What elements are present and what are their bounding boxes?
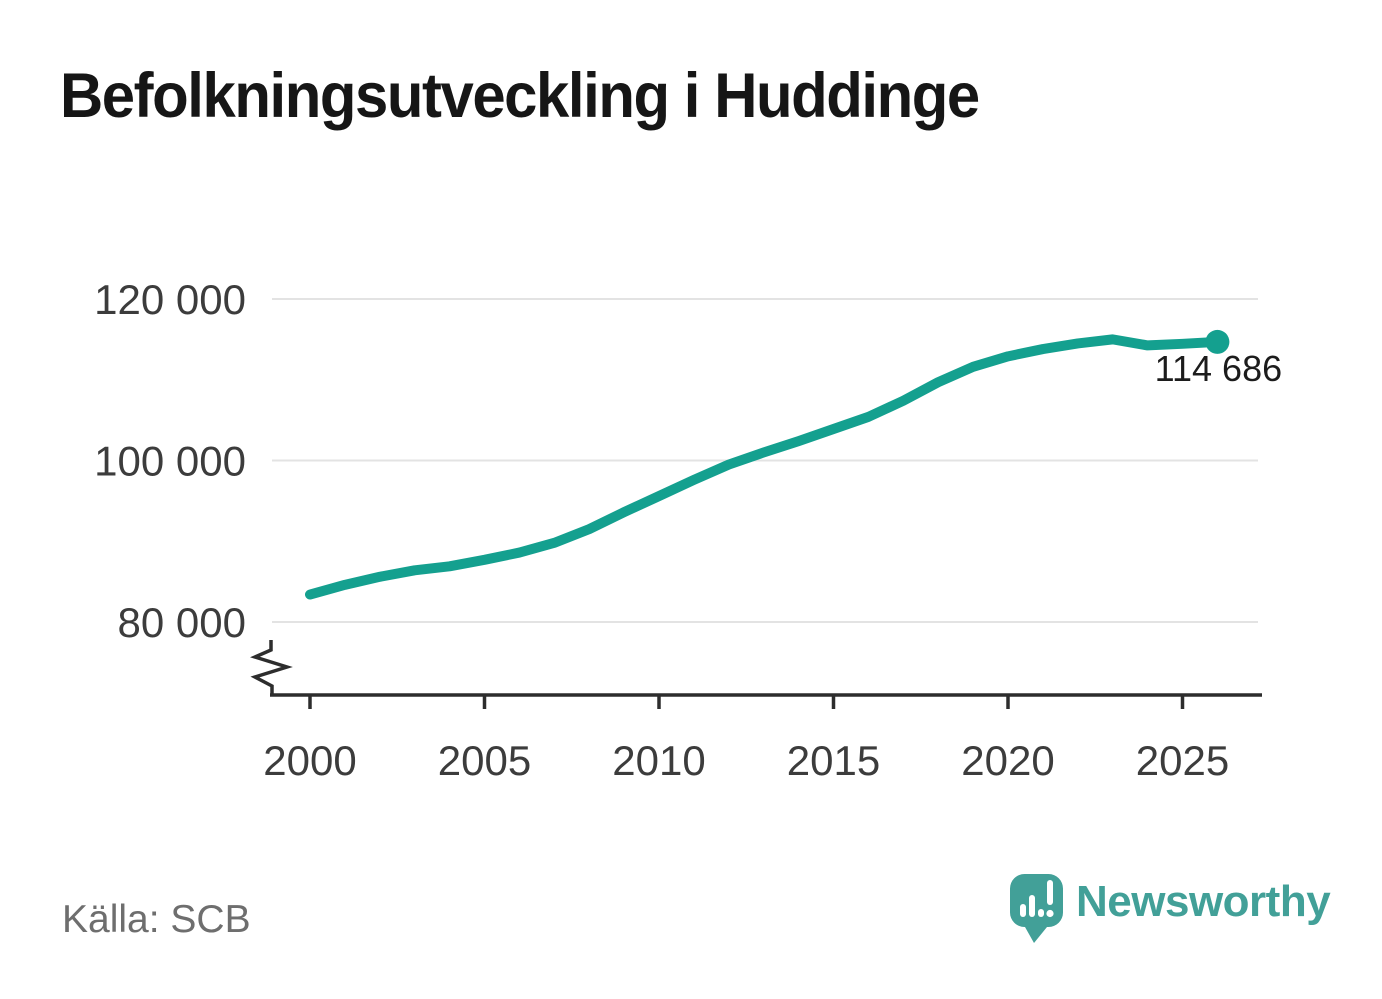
bar-2 xyxy=(1029,895,1035,917)
x-tick-label: 2005 xyxy=(438,737,531,784)
y-tick-label: 120 000 xyxy=(94,276,246,323)
population-line xyxy=(305,334,1223,600)
y-tick-label: 80 000 xyxy=(118,599,246,646)
x-tick-label: 2015 xyxy=(787,737,880,784)
bar-3 xyxy=(1038,909,1044,917)
x-tick-label: 2020 xyxy=(961,737,1054,784)
x-tick-label: 2010 xyxy=(612,737,705,784)
page-title: Befolkningsutveckling i Huddinge xyxy=(60,61,980,131)
y-tick-label: 100 000 xyxy=(94,438,246,485)
newsworthy-speech-bubble-bar-chart-icon xyxy=(1010,874,1063,943)
newsworthy-logo: Newsworthy xyxy=(1010,874,1331,944)
x-tick-label: 2025 xyxy=(1136,737,1229,784)
x-tick-label: 2000 xyxy=(263,737,356,784)
source-note: Källa: SCB xyxy=(62,898,251,941)
latest-value-label: 114 686 xyxy=(1155,348,1282,389)
speech-bubble-shape xyxy=(1010,874,1063,943)
latest-point-marker xyxy=(1205,329,1230,354)
axis-break-icon xyxy=(250,640,293,695)
bar-1 xyxy=(1020,904,1026,917)
exclamation-bar xyxy=(1047,880,1053,905)
brand-name: Newsworthy xyxy=(1076,877,1331,926)
exclamation-dot xyxy=(1046,909,1054,918)
